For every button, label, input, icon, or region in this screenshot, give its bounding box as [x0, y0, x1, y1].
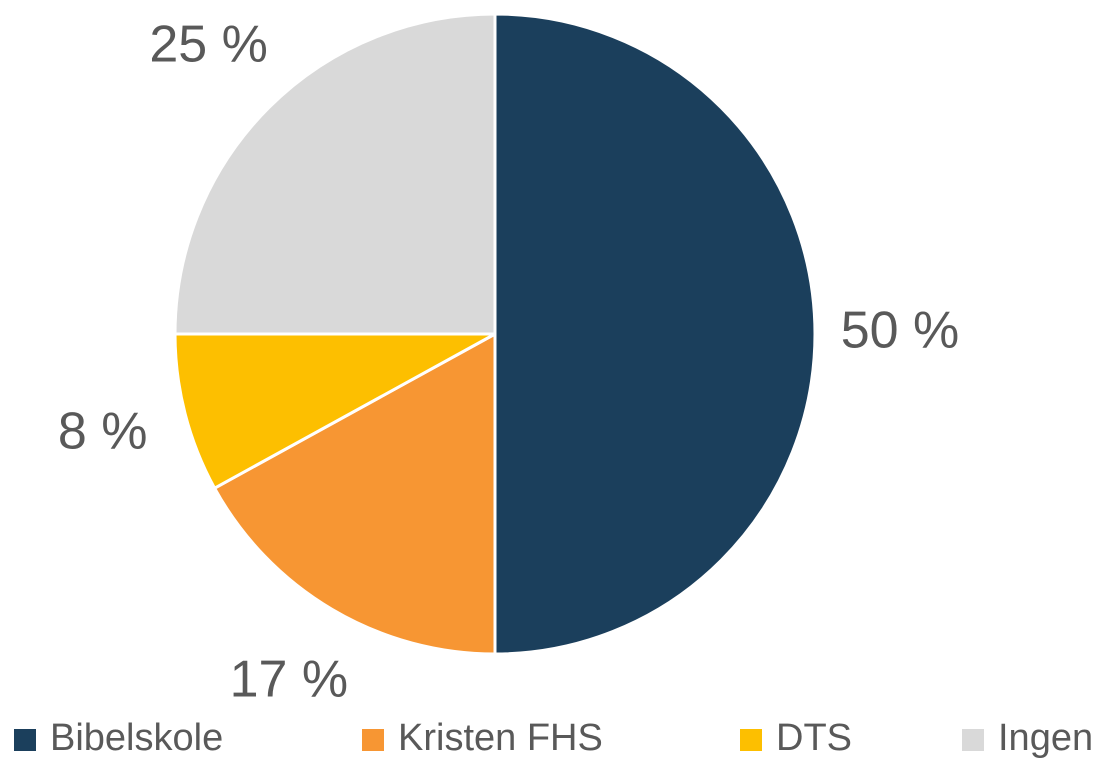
legend-swatch	[362, 729, 384, 751]
legend-swatch	[14, 729, 36, 751]
pie-slice	[173, 12, 497, 336]
pie-slice	[173, 332, 496, 491]
data-label: 25 %	[149, 15, 268, 73]
legend-swatch	[962, 729, 984, 751]
legend-label: Kristen FHS	[398, 717, 603, 759]
pie-slice	[212, 331, 497, 656]
data-label: 17 %	[230, 650, 349, 708]
data-label: 50 %	[841, 302, 960, 360]
legend-label: DTS	[776, 717, 852, 759]
legend-label: Ingen	[998, 717, 1093, 759]
legend-label: Bibelskole	[50, 717, 223, 759]
pie-slice	[493, 12, 817, 656]
data-label: 8 %	[58, 402, 148, 460]
legend-swatch	[740, 729, 762, 751]
